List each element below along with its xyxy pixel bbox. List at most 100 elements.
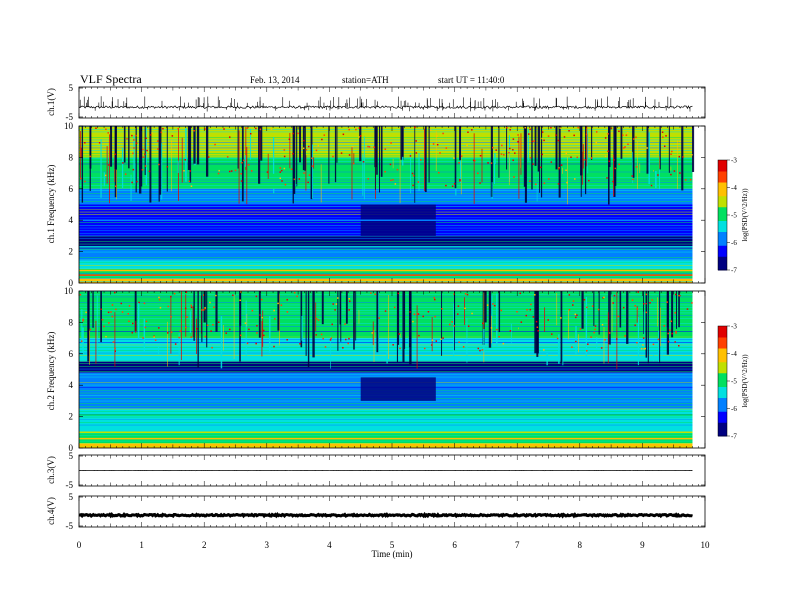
ch2-spectrogram-burst <box>558 334 560 364</box>
ch2-spectrogram-burst <box>441 291 443 356</box>
ch1-spectrogram-burst <box>250 128 252 160</box>
ch2-spectrogram-speckle <box>215 294 217 297</box>
cbar1-swatch <box>718 217 727 221</box>
ch1-spectrogram-speckle <box>691 154 693 156</box>
cbar2-swatch <box>718 425 727 429</box>
ch2-spectrogram-burst <box>608 291 610 345</box>
ch2-spectrogram-burst <box>484 291 487 323</box>
ch1-spectrogram-burst <box>534 126 537 166</box>
ch2-spectrogram-speckle <box>286 338 288 341</box>
cbar1-swatch <box>718 162 727 166</box>
ch2-spectrogram-band <box>79 443 693 448</box>
ch1-spectrogram-band <box>79 188 693 205</box>
cbar2-swatch <box>718 414 727 418</box>
ch2-spectrogram-burst <box>496 293 498 347</box>
ch2-spectrogram-speckle <box>143 302 146 305</box>
ch1-spectrogram-burst <box>245 127 247 170</box>
ch2-spectrogram-burst <box>464 297 465 325</box>
ch1-spectrogram-burst <box>159 126 162 195</box>
ch1-spectrogram-speckle <box>436 143 439 146</box>
ch1-spectrogram-speckle <box>595 131 598 133</box>
ch1-spectrogram-burst <box>692 126 695 172</box>
ch2-spectrogram-speckle <box>336 297 339 299</box>
ch2-spectrogram-speckle <box>330 337 332 340</box>
cbar1-swatch <box>718 160 727 164</box>
ch1-spectrogram-burst <box>677 140 678 190</box>
cbar2-tick-label: -4 <box>731 350 737 358</box>
ch1-spectrogram-speckle <box>367 145 369 148</box>
ch1-spectrogram-speckle <box>302 147 305 150</box>
ch2-spectrogram-burst <box>562 348 564 366</box>
ch2-spectrogram-burst <box>659 291 661 364</box>
ch1-spectrogram-speckle <box>348 128 350 131</box>
ch2-spectrogram-speckle <box>105 335 107 338</box>
ch2-spectrogram-speckle <box>121 311 124 313</box>
ch2-spectrogram-speckle <box>260 298 263 301</box>
ch2-spectrogram-burst <box>312 291 315 358</box>
ch2-spectrogram-speckle <box>496 328 498 331</box>
ch1-spectrogram-burst <box>620 126 623 159</box>
cbar2-swatch <box>718 359 727 363</box>
ch2-spectrogram-speckle <box>613 294 616 297</box>
ch1-spectrogram-speckle <box>524 126 527 129</box>
ch1-spectrogram-speckle <box>590 157 593 159</box>
ch1-spectrogram-speckle <box>183 170 185 172</box>
ch2-spectrogram-burst <box>95 320 97 364</box>
ch1-spectrogram-speckle <box>467 131 469 133</box>
ch2-spectrogram-burst <box>399 334 401 354</box>
ch1-spectrogram-burst <box>668 126 670 173</box>
ch2-spectrogram-speckle <box>642 344 644 346</box>
ch1-spectrogram-speckle <box>162 127 164 130</box>
ch1-spectrogram-burst <box>336 126 338 163</box>
ch1-spectrogram-burst <box>135 126 137 193</box>
ch1-spectrogram-speckle <box>682 156 685 158</box>
ch2-spectrogram-burst <box>246 313 248 327</box>
ch2-spectrogram-speckle <box>433 297 436 299</box>
ch2-spectrogram-burst <box>114 312 116 367</box>
cbar2-swatch <box>718 400 727 404</box>
ch1-spectrogram-speckle <box>442 132 444 135</box>
ch1-spectrogram-speckle <box>565 169 567 172</box>
ch1-spectrogram-speckle <box>414 126 416 129</box>
ch2-spectrogram-ylabel: ch.2 Frequency (kHz) <box>46 332 56 411</box>
time-axis-tick-label: 8 <box>578 540 583 550</box>
ch2-spectrogram-burst <box>431 317 433 352</box>
ch2-spectrogram-speckle <box>262 329 265 332</box>
ch1-spectrogram-burst <box>140 126 143 187</box>
ch1-spectrogram-speckle <box>492 146 494 149</box>
ch2-spectrogram-speckle <box>399 347 401 350</box>
ch2-spectrogram-burst <box>643 291 644 334</box>
ch2-spectrogram-speckle <box>324 346 327 348</box>
ch1-spectrogram-burst <box>614 126 617 186</box>
ch1-spectrogram-speckle <box>193 130 195 132</box>
ch2-spectrogram-speckle <box>204 335 207 338</box>
ch1-spectrogram-burst <box>648 132 650 185</box>
ch1-spectrogram-speckle <box>389 163 392 166</box>
ch1-spectrogram-burst <box>128 126 130 169</box>
ch2-spectrogram-speckle <box>498 335 500 338</box>
cbar2-swatch <box>718 356 727 360</box>
ch3-waveform-ytick-label: -5 <box>66 480 74 490</box>
ch2-spectrogram-burst <box>192 306 194 338</box>
ch1-spectrogram-speckle <box>479 182 481 184</box>
ch1-spectrogram-band <box>79 278 693 283</box>
ch1-spectrogram-burst <box>259 131 261 160</box>
ch2-spectrogram-speckle <box>329 339 332 341</box>
ch2-spectrogram-speckle <box>575 316 577 319</box>
cbar1-swatch <box>718 248 727 252</box>
ch2-spectrogram-speckle <box>657 338 660 341</box>
ch1-spectrogram-speckle <box>540 166 542 169</box>
ch1-spectrogram-burst <box>400 126 403 160</box>
ch1-spectrogram-speckle <box>624 146 626 148</box>
ch1-spectrogram-burst <box>591 126 593 160</box>
ch2-spectrogram-speckle <box>232 294 234 296</box>
ch1-spectrogram-speckle <box>136 180 138 183</box>
ch1-spectrogram-speckle <box>557 183 560 185</box>
ch2-spectrogram-burst <box>197 291 199 368</box>
ch2-spectrogram-speckle <box>591 305 594 307</box>
ch2-spectrogram-burst <box>170 296 172 354</box>
ch1-spectrogram-burst <box>410 153 412 194</box>
ch1-spectrogram-burst <box>312 144 313 199</box>
ch2-spectrogram-ytick-label: 2 <box>69 412 74 422</box>
